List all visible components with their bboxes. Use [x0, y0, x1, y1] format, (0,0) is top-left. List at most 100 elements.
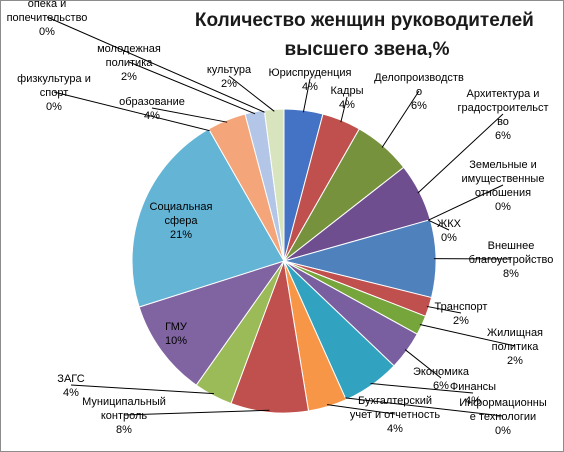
label-line: Социальная — [150, 201, 213, 213]
leader-информационные-технологии — [345, 397, 504, 417]
label-line: 0% — [495, 201, 511, 213]
label-земельные-и-имущественные-отношения: Земельные и имущественные отношения 0% — [462, 159, 545, 213]
leader-жкх — [428, 219, 450, 231]
label-line: 0% — [495, 425, 511, 437]
label-line: 4% — [302, 81, 318, 93]
label-line: попечительство — [7, 12, 88, 24]
label-line: Архитектура и — [467, 88, 540, 100]
label-line: ЗАГС — [57, 373, 84, 385]
label-line: сфера — [165, 215, 199, 227]
label-line: 8% — [116, 424, 132, 436]
slice-гму — [138, 260, 286, 386]
label-жкх: ЖКХ 0% — [437, 218, 462, 244]
label-образование: образование 4% — [119, 96, 185, 122]
label-line: 2% — [507, 355, 523, 367]
label-юриспруденция: Юриспруденция 4% — [269, 67, 352, 93]
label-line: спорт — [40, 87, 69, 99]
leader-архитектура-и-градостроительство — [417, 113, 504, 194]
label-line: Муниципальный — [82, 396, 166, 408]
label-архитектура-и-градостроительство: Архитектура и градостроительст во 6% — [457, 88, 548, 142]
label-line: физкультура и — [17, 73, 91, 85]
label-line: е технологии — [470, 411, 536, 423]
leader-загс — [70, 384, 214, 395]
label-line: образование — [119, 96, 185, 108]
label-загс: ЗАГС 4% — [57, 373, 84, 399]
data-labels: Юриспруденция 4% Кадры 4% Делопроизводств о 6%… — [7, 1, 554, 437]
label-line: во — [497, 116, 509, 128]
label-физкультура-и-спорт: физкультура и спорт 0% — [17, 73, 91, 113]
label-line: 4% — [465, 395, 481, 407]
label-культура: культура 2% — [207, 64, 252, 90]
leader-юриспруденция — [302, 78, 311, 113]
slice-социальная-сфера — [131, 128, 285, 308]
label-line: Бухгалтерский — [358, 395, 432, 407]
label-line: Земельные и — [469, 159, 537, 171]
label-line: контроль — [101, 410, 148, 422]
label-line: 8% — [503, 268, 519, 280]
leader-физкультура-и-спорт — [53, 91, 210, 132]
chart-title-line-1: Количество женщин руководителей — [195, 10, 534, 31]
leader-молодежная-политика — [128, 61, 256, 115]
label-line: 6% — [433, 380, 449, 392]
label-транспорт: Транспорт 2% — [435, 301, 488, 327]
label-line: ЖКХ — [437, 218, 462, 230]
label-муниципальный-контроль: Муниципальный контроль 8% — [82, 396, 166, 436]
label-line: 2% — [221, 78, 237, 90]
label-line: 10% — [165, 335, 187, 347]
slice-культура — [263, 108, 285, 262]
label-экономика: Экономика 6% — [413, 366, 470, 392]
label-line: 2% — [453, 315, 469, 327]
label-line: 2% — [121, 71, 137, 83]
label-line: молодежная — [97, 43, 161, 55]
leader-муниципальный-контроль — [123, 409, 270, 416]
leader-бухгалтерский-учет-и-отчетность — [327, 404, 396, 415]
label-line: Финансы — [450, 381, 496, 393]
leader-культура — [228, 75, 275, 112]
label-line: отношения — [475, 187, 531, 199]
label-line: Внешнее — [488, 240, 535, 252]
label-line: имущественные — [462, 173, 545, 185]
label-line: Юриспруденция — [269, 67, 352, 79]
leader-опека-и-попечительство — [46, 16, 265, 113]
label-line: политика — [492, 341, 540, 353]
label-line: 4% — [144, 110, 160, 122]
chart-title-line-2: высшего звена,% — [284, 39, 449, 60]
label-line: Информационны — [459, 397, 547, 409]
label-line: Жилищная — [487, 327, 543, 339]
label-гму: ГМУ 10% — [165, 321, 188, 347]
label-опека-и-попечительство: опека и попечительство 0% — [7, 1, 88, 38]
label-line: опека и — [28, 1, 67, 10]
label-кадры: Кадры 4% — [331, 85, 364, 111]
label-line: Транспорт — [435, 301, 488, 313]
label-line: о — [416, 86, 422, 98]
label-финансы: Финансы 4% — [450, 381, 496, 407]
pie-slices — [131, 108, 437, 414]
label-line: культура — [207, 64, 252, 76]
leader-земельные-и-имущественные-отношения — [428, 184, 504, 221]
label-line: 4% — [387, 423, 403, 435]
label-line: 6% — [495, 130, 511, 142]
label-line: 4% — [339, 99, 355, 111]
label-line: ГМУ — [165, 321, 188, 333]
leader-транспорт — [426, 305, 462, 314]
leader-экономика — [404, 349, 442, 379]
label-line: благоустройство — [469, 254, 554, 266]
leader-образование — [151, 107, 228, 123]
chart-title: Количество женщин руководителей высшего … — [195, 10, 539, 60]
label-line: Делопроизводств — [374, 72, 464, 84]
label-line: Экономика — [413, 366, 470, 378]
label-информационные-технологии: Информационны е технологии 0% — [459, 397, 547, 437]
label-бухгалтерский-учет-и-отчетность: Бухгалтерский учет и отчетность 4% — [350, 395, 440, 435]
label-внешнее-благоустройство: Внешнее благоустройство 8% — [469, 240, 554, 280]
label-line: Кадры — [331, 85, 364, 97]
label-line: 0% — [39, 26, 55, 38]
label-жилищная-политика: Жилищная политика 2% — [487, 327, 543, 367]
label-line: учет и отчетность — [350, 409, 440, 421]
label-line: 0% — [441, 232, 457, 244]
label-социальная-сфера: Социальная сфера 21% — [150, 201, 213, 241]
label-line: 0% — [46, 101, 62, 113]
label-line: градостроительст — [457, 102, 548, 114]
leader-lines — [46, 16, 516, 417]
